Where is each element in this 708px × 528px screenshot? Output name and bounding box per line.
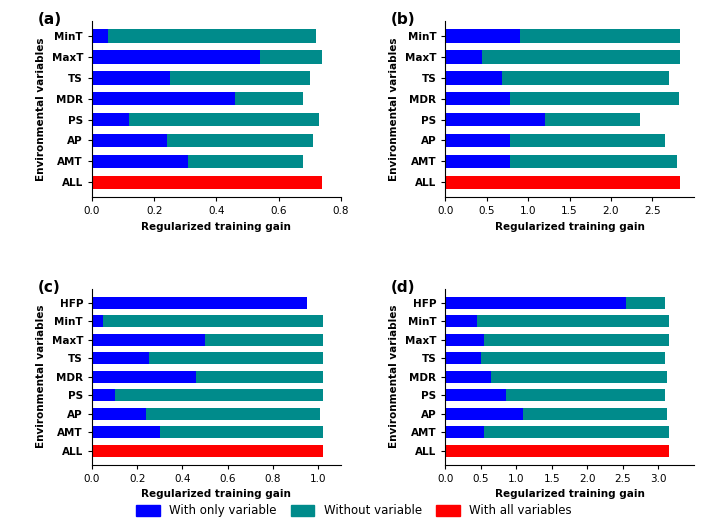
Y-axis label: Environmental variables: Environmental variables: [36, 37, 46, 181]
Bar: [92, 71, 170, 84]
Bar: [445, 50, 680, 64]
Bar: [92, 92, 235, 106]
Bar: [92, 426, 160, 438]
Bar: [445, 352, 481, 364]
Bar: [445, 155, 678, 168]
Bar: [92, 408, 147, 420]
Bar: [445, 389, 666, 401]
Bar: [92, 175, 322, 189]
Bar: [92, 334, 205, 346]
Bar: [92, 134, 166, 147]
Bar: [92, 113, 319, 126]
Y-axis label: Environmental variables: Environmental variables: [36, 305, 46, 448]
Bar: [445, 426, 484, 438]
Bar: [445, 92, 510, 106]
Bar: [92, 50, 322, 64]
X-axis label: Regularized training gain: Regularized training gain: [495, 222, 644, 232]
Bar: [445, 408, 667, 420]
Bar: [445, 134, 665, 147]
X-axis label: Regularized training gain: Regularized training gain: [142, 489, 291, 499]
Bar: [445, 334, 484, 346]
Bar: [445, 113, 640, 126]
Bar: [92, 315, 103, 327]
Legend: With only variable, Without variable, With all variables: With only variable, Without variable, Wi…: [132, 499, 576, 522]
Bar: [445, 334, 669, 346]
Bar: [92, 315, 323, 327]
Bar: [92, 297, 307, 309]
Bar: [92, 389, 323, 401]
X-axis label: Regularized training gain: Regularized training gain: [142, 222, 291, 232]
Y-axis label: Environmental variables: Environmental variables: [389, 305, 399, 448]
Bar: [92, 113, 130, 126]
Bar: [92, 389, 115, 401]
Bar: [445, 371, 491, 383]
Bar: [445, 315, 477, 327]
Bar: [445, 175, 680, 189]
Bar: [92, 92, 304, 106]
Bar: [92, 71, 309, 84]
Bar: [445, 426, 669, 438]
Bar: [92, 371, 323, 383]
Bar: [92, 155, 188, 168]
Bar: [445, 389, 506, 401]
Bar: [445, 29, 680, 43]
Bar: [92, 29, 316, 43]
Bar: [92, 352, 149, 364]
Bar: [445, 408, 523, 420]
Bar: [445, 71, 669, 84]
Bar: [445, 352, 666, 364]
Bar: [92, 408, 321, 420]
Bar: [445, 297, 627, 309]
Bar: [445, 134, 510, 147]
Bar: [92, 334, 323, 346]
Bar: [92, 352, 323, 364]
Bar: [92, 29, 108, 43]
Text: (c): (c): [38, 280, 60, 295]
Bar: [445, 445, 669, 457]
Bar: [445, 29, 520, 43]
Bar: [445, 50, 482, 64]
Bar: [92, 134, 313, 147]
Bar: [445, 315, 669, 327]
Text: (d): (d): [390, 280, 415, 295]
Bar: [445, 371, 667, 383]
Bar: [92, 50, 260, 64]
Bar: [92, 426, 323, 438]
Text: (a): (a): [38, 12, 62, 27]
Bar: [92, 371, 196, 383]
Text: (b): (b): [390, 12, 415, 27]
X-axis label: Regularized training gain: Regularized training gain: [495, 489, 644, 499]
Bar: [92, 155, 304, 168]
Bar: [92, 445, 323, 457]
Bar: [445, 297, 666, 309]
Bar: [92, 297, 255, 309]
Bar: [445, 92, 679, 106]
Bar: [445, 113, 544, 126]
Bar: [445, 155, 510, 168]
Y-axis label: Environmental variables: Environmental variables: [389, 37, 399, 181]
Bar: [445, 71, 501, 84]
